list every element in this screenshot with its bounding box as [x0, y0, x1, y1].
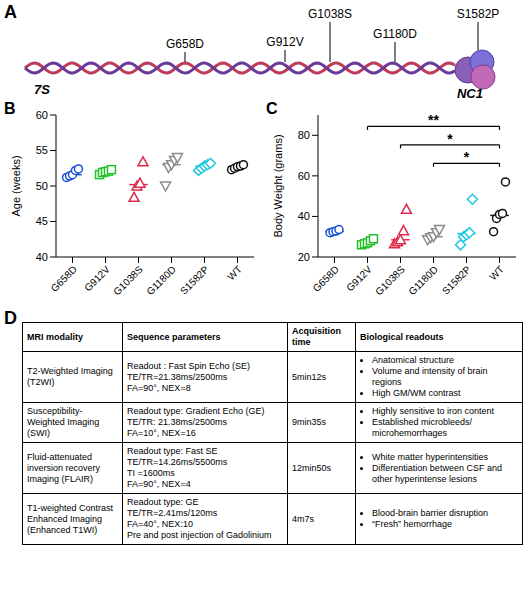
svg-text:Body Weight (grams): Body Weight (grams) [272, 134, 284, 237]
svg-text:*: * [464, 149, 470, 165]
html-text:Sequence parameters: Sequence parameters [127, 331, 221, 342]
svg-text:45: 45 [36, 215, 48, 227]
html-text:Established microbleeds/ micro: Established microbleeds/ microhemorrhage… [372, 417, 473, 438]
svg-text:G658D: G658D [49, 264, 79, 294]
html-text:TE/TR=14.26ms/5500ms: TE/TR=14.26ms/5500ms [127, 457, 228, 467]
html-text:5min12s: 5min12s [292, 371, 326, 382]
html-text:TE/TR=21.38ms/2500ms: TE/TR=21.38ms/2500ms [127, 371, 228, 382]
svg-text:**: ** [428, 112, 439, 128]
svg-text:G1038S: G1038S [308, 7, 352, 21]
svg-text:S1582P: S1582P [440, 263, 473, 296]
html-text:Readout type: Fast SE: Readout type: Fast SE [127, 446, 218, 456]
svg-text:WT: WT [225, 264, 244, 283]
html-text:Readout type: Gradient Echo (G: Readout type: Gradient Echo (GE) [127, 406, 265, 416]
html-text:D: D [4, 308, 17, 328]
svg-text:G912V: G912V [82, 263, 112, 293]
html-text:4m7s: 4m7s [292, 513, 314, 524]
html-text:White matter hyperintensities: White matter hyperintensities [372, 451, 488, 462]
svg-text:G1180D: G1180D [373, 27, 417, 41]
html-text:T2-Weighted Imaging (T2WI): T2-Weighted Imaging (T2WI) [27, 366, 113, 387]
svg-text:40: 40 [298, 210, 310, 222]
html-text:9min35s: 9min35s [292, 417, 326, 427]
html-text:C: C [266, 100, 278, 117]
svg-text:G912V: G912V [266, 35, 303, 49]
html-text:12min50s: 12min50s [292, 462, 331, 473]
svg-text:20: 20 [298, 251, 310, 263]
html-text:TE/TR=2.41ms/120ms: TE/TR=2.41ms/120ms [127, 508, 218, 518]
html-text:TI =1600ms: TI =1600ms [127, 468, 175, 478]
svg-text:55: 55 [36, 144, 48, 156]
html-text:Fluid-attenuated inversion rec: Fluid-attenuated inversion recovery Imag… [27, 451, 100, 484]
svg-text:60: 60 [298, 170, 310, 182]
svg-text:G658D: G658D [311, 264, 341, 294]
svg-text:40: 40 [36, 251, 48, 263]
svg-text:*: * [447, 131, 453, 147]
svg-text:G658D: G658D [166, 37, 204, 51]
svg-text:NC1: NC1 [457, 86, 483, 100]
svg-text:G1180D: G1180D [144, 264, 178, 298]
svg-text:S1582P: S1582P [178, 263, 211, 296]
svg-text:Age (weeks): Age (weeks) [10, 155, 22, 216]
svg-text:80: 80 [298, 129, 310, 141]
html-text:FA=90°, NEX=8: FA=90°, NEX=8 [127, 382, 191, 393]
html-text:Anatomical structure: Anatomical structure [372, 355, 454, 365]
html-text:Differentiation between CSF an: Differentiation between CSF and other hy… [372, 462, 502, 484]
svg-text:G1180D: G1180D [406, 264, 440, 298]
html-text:Highly sensitive to iron conte: Highly sensitive to iron content [372, 406, 495, 416]
svg-text:G1038S: G1038S [373, 263, 407, 297]
html-text:Pre and post injection of Gado: Pre and post injection of Gadolinium [127, 530, 272, 540]
html-text:Readout : Fast Spin Echo (SE): Readout : Fast Spin Echo (SE) [127, 360, 251, 371]
html-text:High GM/WM contrast: High GM/WM contrast [372, 388, 461, 398]
svg-text:S1582P: S1582P [457, 7, 500, 21]
html-text:Readout type: GE: Readout type: GE [127, 497, 199, 507]
svg-text:G912V: G912V [344, 263, 374, 293]
svg-text:60: 60 [36, 109, 48, 121]
svg-text:A: A [4, 2, 17, 22]
html-text:T1-weighted Contrast Enhanced: T1-weighted Contrast Enhanced Imaging (E… [27, 502, 113, 535]
html-text:“Fresh” hemorrhage: “Fresh” hemorrhage [372, 519, 452, 529]
html-text:FA=40°, NEX:10: FA=40°, NEX:10 [127, 519, 193, 529]
html-text:MRI modality: MRI modality [27, 331, 83, 342]
svg-text:7S: 7S [34, 82, 50, 97]
html-text:Biological readouts: Biological readouts [360, 331, 444, 342]
svg-text:WT: WT [487, 264, 506, 283]
svg-text:G1038S: G1038S [111, 263, 145, 297]
html-text:TE/TR: 21.38ms/2500ms: TE/TR: 21.38ms/2500ms [127, 417, 227, 427]
svg-text:50: 50 [36, 180, 48, 192]
html-text:B: B [4, 100, 16, 117]
html-text:Acquisition time: Acquisition time [292, 326, 341, 347]
html-text:Susceptibility-Weighted Imagin: Susceptibility-Weighted Imaging (SWI) [27, 406, 100, 438]
html-text:Blood-brain barrier disruption: Blood-brain barrier disruption [372, 508, 489, 518]
html-text:FA=90°, NEX=4: FA=90°, NEX=4 [127, 479, 191, 489]
html-text:Volume and intensity of brain: Volume and intensity of brain regions [372, 366, 488, 387]
html-text:FA=10°, NEX=16: FA=10°, NEX=16 [127, 428, 196, 438]
